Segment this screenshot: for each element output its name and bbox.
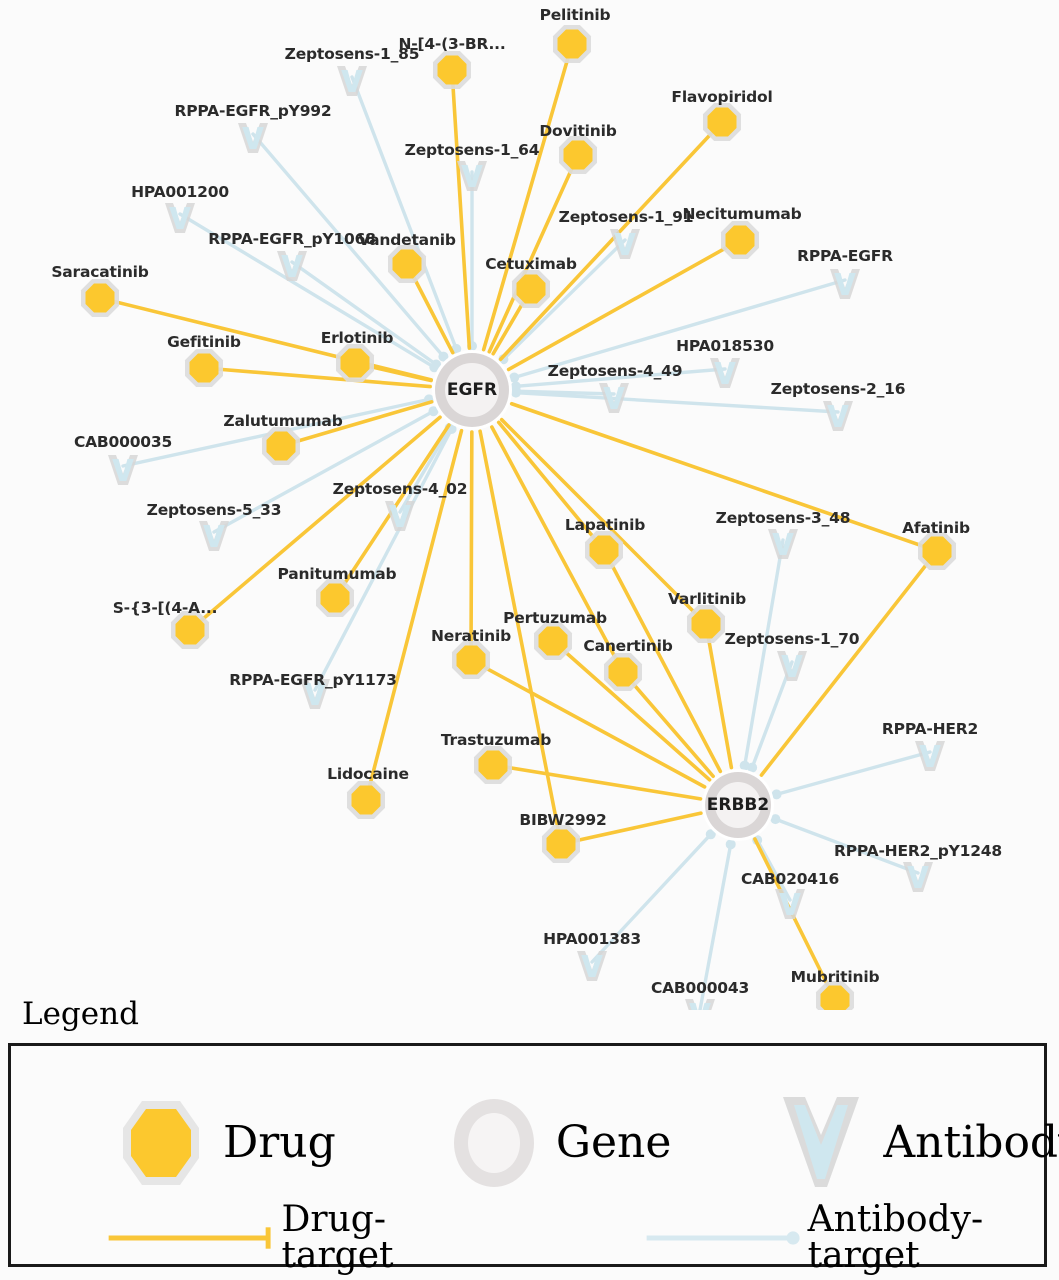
gene-label: EGFR	[446, 380, 498, 400]
gene-node[interactable]	[702, 769, 774, 841]
octagon-icon	[123, 1100, 199, 1185]
drug-node[interactable]	[534, 622, 572, 660]
legend-label-drug: Drug	[223, 1116, 336, 1168]
antibody-node[interactable]	[768, 529, 798, 559]
antibody-node[interactable]	[108, 455, 138, 485]
antibody-node[interactable]	[199, 521, 229, 551]
antibody-node[interactable]	[457, 161, 487, 191]
dot-line-icon	[647, 1231, 801, 1245]
drug-node[interactable]	[347, 781, 385, 819]
drug-node[interactable]	[816, 981, 854, 1010]
edges-layer	[98, 42, 939, 1010]
drug-node[interactable]	[336, 344, 374, 382]
antibody-node[interactable]	[337, 66, 367, 96]
drug-node[interactable]	[687, 605, 725, 643]
legend-box: Drug Gene Antibody	[8, 1043, 1059, 1274]
drug-node[interactable]	[388, 245, 426, 283]
drug-node[interactable]	[585, 531, 623, 569]
legend-item-drug: Drug	[115, 1093, 336, 1193]
drug-node[interactable]	[262, 427, 300, 465]
gene-label: ERBB2	[706, 795, 770, 815]
drug-node[interactable]	[559, 136, 597, 174]
antibody-node[interactable]	[385, 501, 415, 531]
antibody-node[interactable]	[915, 741, 945, 771]
drug-node[interactable]	[703, 103, 741, 141]
legend-node-row: Drug Gene Antibody	[11, 1090, 1059, 1195]
network-canvas[interactable]: Zeptosens-1_85 RPPA-EGFR_pY992 Zeptosens-1…	[0, 0, 1059, 1010]
drug-node[interactable]	[316, 579, 354, 617]
antibody-node[interactable]	[277, 251, 307, 281]
antibody-node[interactable]	[599, 383, 629, 413]
network-svg[interactable]	[0, 0, 1059, 1010]
drug-node[interactable]	[512, 270, 550, 308]
legend-edge-row: Drug-target Antibody-target	[11, 1202, 1044, 1274]
legend-label-antibody: Antibody	[883, 1116, 1059, 1168]
chevron-icon	[783, 1096, 860, 1187]
antibody-node[interactable]	[610, 229, 640, 259]
drug-node[interactable]	[185, 349, 223, 387]
legend-label-antibody-target: Antibody-target	[807, 1199, 984, 1276]
drug-node[interactable]	[542, 825, 580, 863]
legend-item-gene: Gene	[448, 1093, 672, 1193]
antibody-node[interactable]	[300, 679, 330, 709]
drug-node[interactable]	[474, 746, 512, 784]
drug-node[interactable]	[604, 653, 642, 691]
drug-node[interactable]	[433, 51, 471, 89]
antibody-node[interactable]	[238, 123, 268, 153]
legend-title: Legend	[22, 996, 139, 1032]
nodes-layer[interactable]	[81, 25, 956, 1010]
antibody-node[interactable]	[830, 269, 860, 299]
antibody-node[interactable]	[577, 951, 607, 981]
antibody-node[interactable]	[685, 999, 715, 1010]
ring-icon	[453, 1098, 534, 1187]
drug-node[interactable]	[81, 279, 119, 317]
antibody-node[interactable]	[777, 651, 807, 681]
gene-node[interactable]	[432, 350, 512, 430]
drug-node[interactable]	[553, 25, 591, 63]
legend-label-gene: Gene	[555, 1116, 672, 1168]
antibody-node[interactable]	[710, 358, 740, 388]
legend-item-antibody: Antibody	[775, 1091, 1059, 1195]
antibody-node[interactable]	[903, 862, 933, 892]
legend-item-antibody-target: Antibody-target	[645, 1202, 1044, 1274]
drug-node[interactable]	[721, 221, 759, 259]
antibody-node[interactable]	[775, 889, 805, 919]
legend-label-drug-target: Drug-target	[281, 1199, 394, 1276]
tbar-line-icon	[108, 1227, 271, 1249]
drug-node[interactable]	[452, 641, 490, 679]
legend-item-drug-target: Drug-target	[107, 1202, 459, 1274]
antibody-node[interactable]	[823, 401, 853, 431]
drug-node[interactable]	[171, 611, 209, 649]
drug-node[interactable]	[918, 532, 956, 570]
antibody-node[interactable]	[165, 203, 195, 233]
